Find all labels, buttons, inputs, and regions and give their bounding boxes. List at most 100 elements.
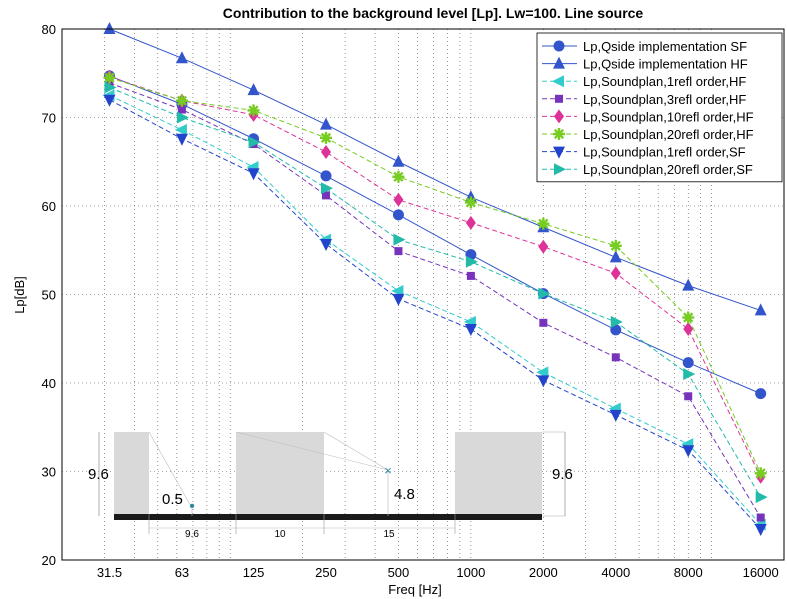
x-tick-label: 31.5 — [97, 565, 122, 580]
data-point — [247, 104, 260, 117]
data-point — [392, 154, 405, 167]
marker-star-stroke — [683, 312, 694, 323]
data-point — [247, 168, 260, 181]
source-marker: • — [189, 498, 195, 515]
series-5 — [103, 71, 767, 480]
data-point — [538, 239, 549, 254]
data-point — [684, 392, 693, 401]
center-building — [236, 432, 324, 516]
data-point — [609, 409, 622, 422]
legend-entry: Lp,Soundplan,20refl order,HF — [583, 127, 754, 142]
legend-swatch-marker — [553, 56, 565, 69]
left-barrier — [114, 432, 149, 516]
data-point — [682, 357, 694, 369]
data-point — [683, 368, 696, 381]
data-point — [464, 196, 477, 209]
y-tick-label: 60 — [42, 199, 56, 214]
data-point — [754, 303, 767, 316]
y-tick-label: 20 — [42, 553, 56, 568]
marker-star-stroke — [465, 197, 476, 208]
data-point — [177, 105, 186, 114]
x-tick-label: 250 — [315, 565, 337, 580]
receiver-marker: × — [384, 463, 392, 478]
x-tick-label: 2000 — [529, 565, 558, 580]
marker-star-stroke — [393, 171, 404, 182]
y-tick-labels: 20 30 40 50 60 70 80 — [42, 22, 56, 568]
data-point — [754, 467, 767, 480]
data-point — [537, 217, 550, 230]
data-point — [609, 250, 622, 263]
series-6 — [103, 94, 767, 537]
data-point — [682, 278, 695, 291]
y-tick-label: 70 — [42, 111, 56, 126]
marker-star-stroke — [104, 72, 115, 83]
marker-star-stroke — [248, 105, 259, 116]
right-barrier — [455, 432, 542, 516]
series-line — [109, 82, 762, 518]
marker-star-stroke — [176, 95, 188, 106]
x-tick-label: 8000 — [674, 565, 703, 580]
data-point — [393, 192, 404, 207]
legend-entry: Lp,Soundplan,3refl order,HF — [583, 92, 746, 107]
data-point — [320, 182, 333, 195]
legend-entry: Lp,Soundplan,10refl order,HF — [583, 109, 754, 124]
data-point — [610, 266, 621, 281]
x-axis-label: Freq [Hz] — [388, 582, 441, 597]
chart-title: Contribution to the background level [Lp… — [223, 5, 644, 21]
series-group — [102, 22, 768, 537]
ray-line-2 — [235, 431, 389, 471]
marker-star-stroke — [755, 468, 766, 479]
x-tick-labels: 31.5 63 125 250 500 1000 2000 4000 8000 16000 — [97, 565, 779, 580]
data-point — [609, 239, 622, 252]
series-line — [109, 75, 761, 395]
series-line — [109, 94, 762, 525]
marker-star-stroke — [538, 218, 549, 229]
data-point — [103, 94, 116, 107]
legend-swatch-marker — [553, 146, 565, 159]
legend-entry: Lp,Qside implementation HF — [583, 57, 748, 72]
data-point — [755, 491, 768, 504]
data-point — [465, 215, 476, 230]
inset-dist-c: 15 — [383, 529, 395, 540]
data-point — [319, 117, 332, 130]
data-point — [464, 324, 477, 337]
y-axis-label: Lp[dB] — [12, 276, 27, 314]
legend-entry: Lp,Soundplan,20refl order,SF — [583, 162, 753, 177]
data-point — [392, 209, 404, 221]
series-line — [109, 99, 762, 530]
ray-line-1 — [148, 431, 193, 509]
data-point — [466, 271, 475, 280]
data-point — [248, 136, 261, 149]
data-point — [683, 322, 694, 337]
data-point — [537, 375, 550, 388]
data-point — [539, 318, 548, 327]
legend-entry: Lp,Soundplan,1refl order,SF — [583, 145, 746, 160]
data-point — [320, 145, 331, 160]
data-point — [319, 131, 332, 144]
data-point — [176, 111, 189, 124]
x-tick-label: 16000 — [743, 565, 779, 580]
series-line — [109, 86, 762, 498]
inset-source-height: 0.5 — [162, 491, 183, 508]
data-point — [103, 71, 116, 84]
data-point — [611, 353, 620, 362]
inset-height-right: 9.6 — [552, 466, 573, 483]
data-point — [320, 170, 332, 182]
data-point — [392, 170, 405, 183]
x-tick-label: 4000 — [601, 565, 630, 580]
y-tick-label: 30 — [42, 465, 56, 480]
x-tick-label: 125 — [243, 565, 265, 580]
data-point — [175, 133, 188, 146]
data-point — [247, 83, 260, 96]
data-point — [610, 315, 623, 328]
series-line — [109, 28, 761, 311]
data-point — [392, 293, 405, 306]
legend-box — [536, 32, 783, 183]
data-point — [755, 388, 767, 400]
inset-dist-b: 10 — [274, 529, 286, 540]
legend-swatch-marker — [555, 94, 563, 103]
x-tick-label: 1000 — [456, 565, 485, 580]
y-tick-label: 40 — [42, 376, 56, 391]
x-tick-label: 500 — [388, 565, 410, 580]
